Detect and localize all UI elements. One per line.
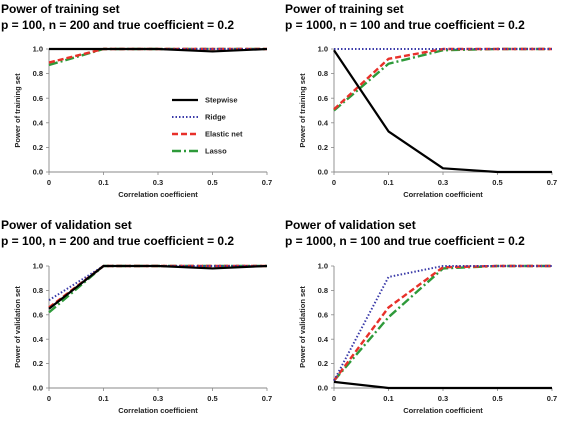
y-tick-label: 0.4 (318, 118, 329, 127)
chart-panel-2: Power of training set p = 1000, n = 100 a… (285, 2, 557, 199)
chart-title: Power of validation set (285, 218, 416, 232)
x-axis-label: Correlation coefficient (403, 190, 483, 199)
x-tick-label: 0 (332, 394, 336, 403)
y-tick-label: 0.4 (318, 335, 329, 344)
chart-subtitle: p = 1000, n = 100 and true coefficient =… (285, 234, 525, 248)
chart-title: Power of validation set (1, 218, 132, 232)
legend-label: Lasso (205, 147, 227, 156)
x-tick-label: 0 (47, 394, 51, 403)
y-tick-label: 0.2 (318, 143, 328, 152)
x-axis-label: Correlation coefficient (118, 406, 198, 415)
chart-subtitle: p = 100, n = 200 and true coefficient = … (1, 18, 234, 32)
x-axis-label: Correlation coefficient (403, 406, 483, 415)
x-tick-label: 0.3 (153, 394, 163, 403)
y-tick-label: 1.0 (33, 262, 43, 271)
legend-label: Stepwise (205, 96, 238, 105)
series-line-lasso (48, 264, 267, 314)
y-tick-label: 0.0 (33, 168, 43, 177)
chart-panel-1: Power of training set p = 100, n = 200 an… (1, 2, 272, 199)
chart-title: Power of training set (1, 2, 120, 16)
chart-subtitle: p = 100, n = 200 and true coefficient = … (1, 234, 234, 248)
y-axis-label: Power of validation set (298, 286, 307, 368)
series-line-elastic-net (333, 264, 552, 382)
legend: Stepwise Ridge Elastic net Lasso (172, 96, 243, 156)
x-tick-label: 0.1 (98, 394, 108, 403)
series-line-ridge (48, 265, 267, 302)
x-tick-label: 0.1 (98, 178, 108, 187)
x-tick-label: 0.7 (262, 394, 272, 403)
series-line-stepwise (48, 264, 268, 310)
chart-subtitle: p = 1000, n = 100 and true coefficient =… (285, 18, 525, 32)
series-line-elastic-net (48, 264, 267, 309)
y-tick-label: 0.0 (318, 168, 328, 177)
chart-panel-4: Power of validation set p = 1000, n = 100… (285, 218, 557, 415)
x-tick-label: 0 (332, 178, 336, 187)
series-line-stepwise (333, 380, 552, 390)
x-tick-label: 0.7 (547, 178, 557, 187)
y-tick-label: 0.8 (33, 286, 43, 295)
y-tick-label: 0.4 (33, 118, 44, 127)
series-line-lasso (333, 264, 552, 382)
y-tick-label: 0.2 (33, 359, 43, 368)
y-tick-label: 0.8 (318, 286, 328, 295)
series-line-lasso (333, 47, 552, 112)
x-tick-label: 0.7 (547, 394, 557, 403)
y-tick-label: 0.0 (318, 384, 328, 393)
x-tick-label: 0.3 (438, 394, 448, 403)
y-tick-label: 0.8 (318, 69, 328, 78)
y-axis-label: Power of validation set (13, 286, 22, 368)
y-tick-label: 1.0 (318, 45, 328, 54)
y-tick-label: 1.0 (33, 45, 43, 54)
x-tick-label: 0.1 (383, 178, 393, 187)
y-tick-label: 0.2 (33, 143, 43, 152)
y-tick-label: 0.6 (318, 310, 328, 319)
x-tick-label: 0.1 (383, 394, 393, 403)
y-tick-label: 0.6 (33, 94, 43, 103)
y-tick-label: 0.4 (33, 335, 44, 344)
x-tick-label: 0.3 (153, 178, 163, 187)
x-tick-label: 0.5 (207, 394, 217, 403)
x-tick-label: 0.5 (492, 394, 502, 403)
legend-label: Ridge (205, 113, 226, 122)
chart-title: Power of training set (285, 2, 404, 16)
y-tick-label: 0.2 (318, 359, 328, 368)
legend-label: Elastic net (205, 130, 243, 139)
y-tick-label: 1.0 (318, 262, 328, 271)
y-axis-label: Power of training set (298, 73, 307, 148)
x-tick-label: 0.5 (207, 178, 217, 187)
y-tick-label: 0.0 (33, 384, 43, 393)
x-tick-label: 0 (47, 178, 51, 187)
x-tick-label: 0.7 (262, 178, 272, 187)
y-tick-label: 0.6 (33, 310, 43, 319)
x-tick-label: 0.5 (492, 178, 502, 187)
chart-panel-3: Power of validation set p = 100, n = 200 … (1, 218, 272, 415)
series-line-ridge (333, 265, 552, 382)
y-tick-label: 0.6 (318, 94, 328, 103)
series-line-stepwise (49, 47, 268, 53)
series-line-stepwise (333, 49, 552, 174)
y-tick-label: 0.8 (33, 69, 43, 78)
x-tick-label: 0.3 (438, 178, 448, 187)
y-axis-label: Power of training set (13, 73, 22, 148)
x-axis-label: Correlation coefficient (118, 190, 198, 199)
